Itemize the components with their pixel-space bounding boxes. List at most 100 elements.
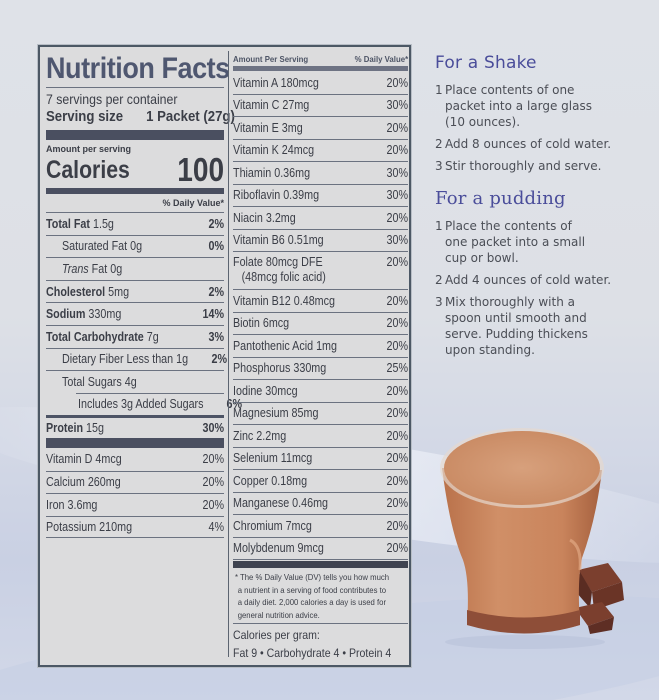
nutrient-dv: 3% — [208, 329, 224, 344]
vitamin-row: Vitamin K 24mcg 20% — [233, 140, 408, 162]
thick-divider — [46, 188, 224, 194]
nutrient-row-cholesterol: Cholesterol 5mg 2% — [46, 279, 224, 303]
vitamin-dv: 25% — [386, 361, 408, 376]
vitamin-label: Niacin 3.2mg — [233, 210, 296, 225]
vitamin-row: Manganese 0.46mg 20% — [233, 493, 408, 515]
footnote-line: a nutrient in a serving of food contribu… — [237, 584, 387, 595]
serving-size-label: Serving size — [46, 108, 124, 125]
preparation-instructions: For a Shake 1 Place contents of one pack… — [435, 50, 655, 358]
vitamin-row: Vitamin D 4mcg 20% — [46, 448, 224, 471]
vitamin-label: Riboflavin 0.39mg — [233, 188, 320, 203]
nutrient-dv: 0% — [208, 239, 224, 254]
step-text: Stir thoroughly and serve. — [445, 159, 602, 173]
vitamin-dv: 20% — [202, 475, 224, 490]
nutrient-row-saturated-fat: Saturated Fat 0g 0% — [46, 234, 224, 258]
pudding-heading: For a pudding — [435, 188, 566, 209]
vitamin-row: Chromium 7mcg 20% — [233, 515, 408, 538]
nutrient-name: Saturated Fat — [62, 239, 128, 254]
step-number: 3 — [435, 295, 443, 309]
nutrient-name: Dietary Fiber — [62, 352, 124, 367]
nutrient-row-total-carbohydrate: Total Carbohydrate 7g 3% — [46, 324, 224, 348]
vitamin-row: Riboflavin 0.39mg 30% — [233, 185, 408, 207]
vitamin-label: Vitamin C 27mg — [233, 98, 310, 113]
vitamin-label: Iron 3.6mg — [46, 497, 98, 512]
step-text: Place contents of one packet into a larg… — [445, 83, 592, 129]
vitamin-dv: 20% — [386, 496, 408, 511]
vitamin-dv: 20% — [386, 541, 408, 556]
step-number: 1 — [435, 219, 443, 233]
vitamin-row: Niacin 3.2mg 20% — [233, 207, 408, 230]
nutrient-amount: 4g — [124, 374, 137, 389]
servings-per-container: 7 servings per container — [46, 91, 178, 107]
footnote-line: * The % Daily Value (DV) tells you how m… — [235, 572, 390, 582]
nutrient-amount: 0g — [110, 261, 123, 276]
step-number: 1 — [435, 83, 443, 97]
vitamin-label: Zinc 2.2mg — [233, 428, 287, 443]
vitamin-dv: 20% — [386, 255, 408, 269]
vitamin-row: Vitamin B12 0.48mcg 20% — [233, 290, 408, 313]
vitamin-dv: 20% — [386, 406, 408, 421]
chocolate-shake-glass-icon — [440, 428, 624, 649]
nutrient-dv: 6% — [226, 397, 243, 412]
daily-value-footnote: * The % Daily Value (DV) tells you how m… — [233, 568, 408, 624]
vitamin-row: Iron 3.6mg 20% — [46, 493, 224, 516]
vitamin-row: Biotin 6mcg 20% — [233, 313, 408, 335]
pudding-step: 3 Mix thoroughly with a spoon until smoo… — [435, 294, 655, 358]
vitamin-label: Iodine 30mcg — [233, 383, 298, 398]
vitamin-label: Magnesium 85mg — [233, 406, 319, 421]
footnote-line: a daily diet. 2,000 calories a day is us… — [237, 597, 387, 607]
vitamin-dv: 20% — [386, 518, 408, 533]
daily-value-header: % Daily Value* — [354, 54, 408, 64]
nutrient-dv: 30% — [202, 421, 224, 436]
vitamin-dv: 20% — [202, 452, 224, 467]
vitamin-dv: 20% — [386, 338, 408, 353]
vitamin-row: Copper 0.18mg 20% — [233, 470, 408, 493]
vitamin-dv: 20% — [386, 428, 408, 443]
vitamin-label: Vitamin D 4mcg — [46, 452, 122, 467]
vitamin-label: Vitamin A 180mcg — [233, 75, 319, 90]
vitamin-row: Potassium 210mg 4% — [46, 515, 224, 539]
nutrient-amount: 330mg — [88, 307, 122, 322]
step-number: 2 — [435, 137, 443, 151]
nutrient-row-dietary-fiber: Dietary Fiber Less than 1g 2% — [46, 347, 227, 371]
vitamin-dv: 30% — [386, 188, 408, 203]
vitamin-dv: 20% — [386, 210, 408, 225]
vitamin-row: Vitamin A 180mcg 20% — [233, 72, 408, 95]
footnote-line: general nutrition advice. — [237, 609, 320, 620]
step-text: Place the contents of one packet into a … — [445, 219, 586, 265]
nutrient-amount: 5mg — [108, 284, 130, 299]
step-text: Add 4 ounces of cold water. — [445, 273, 612, 287]
vitamin-label: Thiamin 0.36mg — [233, 165, 311, 180]
vitamin-dv: 30% — [386, 233, 408, 248]
vitamin-dv: 20% — [386, 473, 408, 488]
nutrient-name: Total Sugars — [62, 374, 122, 389]
vitamin-label: Pantothenic Acid 1mg — [233, 338, 337, 353]
shake-step: 2 Add 8 ounces of cold water. — [435, 136, 655, 152]
shake-step: 1 Place contents of one packet into a la… — [435, 82, 655, 130]
thick-divider — [46, 130, 224, 140]
vitamin-dv: 30% — [386, 98, 408, 113]
vitamin-label: Folate 80mcg DFE (48mcg folic acid) — [233, 255, 326, 285]
vitamin-row: Pantothenic Acid 1mg 20% — [233, 335, 408, 358]
vitamin-label: Phosphorus 330mg — [233, 361, 327, 376]
vitamin-dv: 30% — [386, 165, 408, 180]
nutrient-dv: 2% — [208, 284, 224, 299]
pudding-step: 1 Place the contents of one packet into … — [435, 218, 655, 266]
vitamin-label-line: (48mcg folic acid) — [241, 270, 326, 284]
nutrient-name: Total Carbohydrate — [46, 329, 144, 344]
divider — [76, 392, 224, 394]
calories-per-gram-values: Fat 9 • Carbohydrate 4 • Protein 4 — [233, 646, 392, 660]
vitamin-dv: 20% — [386, 451, 408, 466]
serving-size-row: Serving size 1 Packet (27g) — [46, 108, 234, 126]
vitamin-row: Vitamin E 3mg 20% — [233, 117, 408, 140]
vitamin-label: Copper 0.18mg — [233, 473, 308, 488]
vitamin-label: Chromium 7mcg — [233, 518, 312, 533]
nutrition-facts-title: Nutrition Facts — [46, 52, 230, 85]
thick-divider — [46, 437, 224, 448]
vitamin-label: Vitamin K 24mcg — [233, 143, 315, 158]
nutrient-name: Sodium — [46, 307, 86, 322]
nutrient-amount: 15g — [86, 421, 104, 436]
vitamin-dv: 20% — [386, 75, 408, 90]
vitamin-row: Vitamin B6 0.51mg 30% — [233, 230, 408, 252]
nutrient-amount: 7g — [146, 329, 159, 344]
